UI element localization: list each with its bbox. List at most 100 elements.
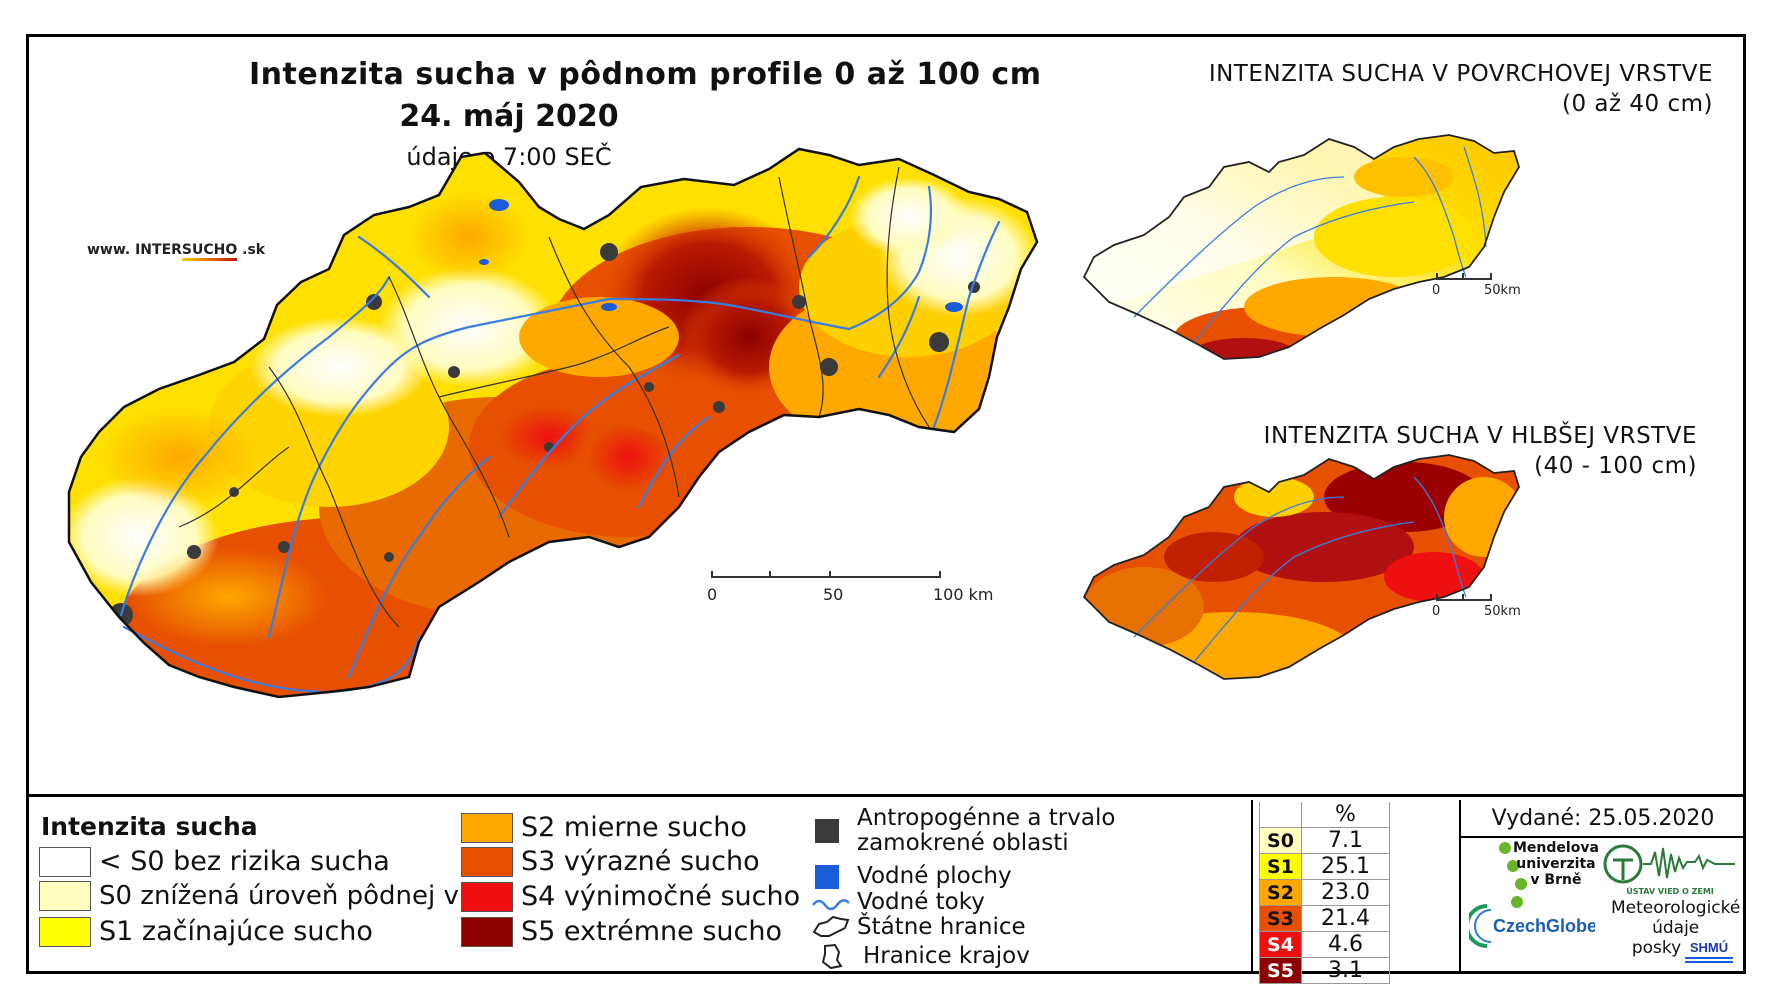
issued-date: Vydané: 25.05.2020: [1491, 806, 1715, 831]
legend-urban-areas: Antropogénne a trvalo zamokrené oblasti: [811, 806, 1115, 856]
inset-deep-title: INTENZITA SUCHA V HLBŠEJ VRSTVE: [1263, 423, 1697, 449]
stats-header: %: [1301, 802, 1390, 828]
dark-gray-square-icon: [815, 819, 839, 843]
legend-state-borders-label: Štátne hranice: [857, 913, 1026, 940]
stats-value: 3.1: [1301, 957, 1390, 984]
legend-rivers: Vodné toky: [811, 890, 985, 915]
stats-row: S3 21.4: [1259, 905, 1390, 932]
stats-code: S2: [1259, 879, 1302, 906]
website-label: www. INTERSUCHO .sk: [87, 242, 266, 261]
stats-row: S1 25.1: [1259, 853, 1390, 880]
legend-title: Intenzita sucha: [41, 812, 258, 841]
legend-class-s1: S1 začínajúce sucho: [39, 916, 373, 947]
legend-swatch: [461, 846, 513, 877]
legend-swatch: [461, 812, 513, 843]
scale-label-50: 50: [823, 585, 844, 604]
stats-code: S0: [1259, 827, 1302, 854]
legend-water-bodies: Vodné plochy: [811, 864, 1012, 889]
stats-value: 7.1: [1301, 827, 1390, 854]
czechglobe-logo-icon: CzechGlobe: [1469, 904, 1595, 948]
legend-class-s2: S2 mierne sucho: [461, 812, 747, 843]
website-prefix: www. INTER: [87, 242, 182, 258]
stats-row: S4 4.6: [1259, 931, 1390, 958]
legend-class-s3: S3 výrazné sucho: [461, 846, 760, 877]
legend-label: S3 výrazné sucho: [521, 846, 760, 877]
legend-state-borders: Štátne hranice: [811, 914, 1026, 940]
legend-class-s0: S0 znížená úroveň pôdnej vlahy: [39, 881, 514, 911]
stats-value: 4.6: [1301, 931, 1390, 958]
stats-row: S5 3.1: [1259, 957, 1390, 984]
legend-panel: Intenzita sucha < S0 bez rizika sucha S0…: [29, 800, 1743, 984]
blue-square-icon: [815, 864, 839, 889]
legend-rivers-label: Vodné toky: [857, 889, 985, 915]
map-date: 24. máj 2020: [399, 99, 619, 134]
divider: [1251, 800, 1253, 971]
map-area: Intenzita sucha v pôdnom profile 0 až 10…: [29, 37, 1743, 797]
legend-swatch: [39, 916, 91, 947]
legend-urban-label-2: zamokrené oblasti: [857, 830, 1069, 856]
legend-swatch: [39, 881, 91, 911]
wavy-line-icon: [812, 898, 850, 910]
mendel-line-2: univerzita: [1516, 856, 1596, 872]
stats-row: S0 7.1: [1259, 827, 1390, 854]
main-drought-map: [67, 147, 1039, 699]
inset-deep-scale-0: 0: [1432, 604, 1441, 619]
stats-code: S3: [1259, 905, 1302, 932]
website-highlight: SUCHO: [181, 242, 238, 261]
legend-class-s4: S4 výnimočné sucho: [461, 881, 800, 912]
legend-class-s5: S5 extrémne sucho: [461, 916, 782, 947]
shmu-logo-icon: SHMÚ: [1681, 936, 1737, 964]
inset-surface-title: INTENZITA SUCHA V POVRCHOVEJ VRSTVE: [1208, 61, 1713, 87]
inset-deep-scale: 0 50km: [1432, 594, 1536, 624]
legend-region-borders-label: Hranice krajov: [863, 942, 1030, 969]
scale-label-100: 100 km: [933, 585, 994, 604]
main-scale-bar: 0 50 100 km: [707, 571, 1011, 611]
stats-value: 21.4: [1301, 905, 1390, 932]
legend-urban-label-1: Antropogénne a trvalo: [857, 805, 1116, 831]
website-suffix: .sk: [242, 242, 266, 258]
legend-swatch: [39, 846, 91, 877]
scale-label-0: 0: [707, 585, 718, 604]
region-outline-icon: [821, 943, 843, 970]
drought-stats-table: % S0 7.1 S1 25.1 S2 23.0 S3 21.4 S4 4.6: [1259, 802, 1390, 984]
stats-header-row: %: [1259, 802, 1390, 828]
mendel-line-3: v Brně: [1530, 872, 1582, 888]
inset-deep-scale-50: 50km: [1484, 604, 1521, 619]
legend-swatch: [461, 916, 513, 947]
map-frame: Intenzita sucha v pôdnom profile 0 až 10…: [26, 34, 1746, 984]
inset-surface-subtitle: (0 až 40 cm): [1562, 91, 1713, 117]
stats-code: S4: [1259, 931, 1302, 958]
mendel-university-text: Mendelova univerzita v Brně: [1513, 840, 1599, 888]
legend-water-label: Vodné plochy: [857, 863, 1012, 889]
legend-class-below-s0: < S0 bez rizika sucha: [39, 846, 390, 877]
inset-deep-subtitle: (40 - 100 cm): [1534, 453, 1697, 479]
legend-label: S5 extrémne sucho: [521, 916, 782, 947]
stats-code: S1: [1259, 853, 1302, 880]
inset-surface-scale-0: 0: [1432, 283, 1441, 298]
inset-surface-scale: 0 50km: [1432, 273, 1536, 303]
country-outline-icon: [812, 915, 850, 937]
svg-text:SHMÚ: SHMÚ: [1690, 940, 1728, 955]
svg-text:CzechGlobe: CzechGlobe: [1493, 916, 1595, 936]
divider: [1461, 836, 1743, 838]
mendel-university-logo-icon: [1499, 842, 1527, 908]
divider: [1459, 800, 1461, 971]
ustav-vied-o-zemi-logo-icon: ÚSTAV VIED O ZEMI: [1603, 844, 1737, 896]
meteo-line-2: údaje: [1652, 918, 1700, 938]
inset-surface-map: [1083, 134, 1520, 360]
legend-label: S1 začínajúce sucho: [99, 916, 373, 947]
inset-surface-scale-50: 50km: [1484, 283, 1521, 298]
stats-value: 23.0: [1301, 879, 1390, 906]
meteo-line-1: Meteorologické: [1611, 898, 1741, 918]
stats-row: S2 23.0: [1259, 879, 1390, 906]
mendel-line-1: Mendelova: [1513, 840, 1599, 856]
legend-label: < S0 bez rizika sucha: [99, 846, 390, 877]
stats-code: S5: [1259, 957, 1302, 984]
map-subtitle: údaje o 7:00 SEČ: [406, 143, 612, 171]
inset-deep-map: [1083, 454, 1520, 680]
legend-swatch: [461, 881, 513, 912]
svg-text:ÚSTAV VIED O ZEMI: ÚSTAV VIED O ZEMI: [1626, 885, 1714, 896]
legend-label: S2 mierne sucho: [521, 812, 747, 843]
legend-label: S0 znížená úroveň pôdnej vlahy: [99, 881, 514, 911]
stats-value: 25.1: [1301, 853, 1390, 880]
